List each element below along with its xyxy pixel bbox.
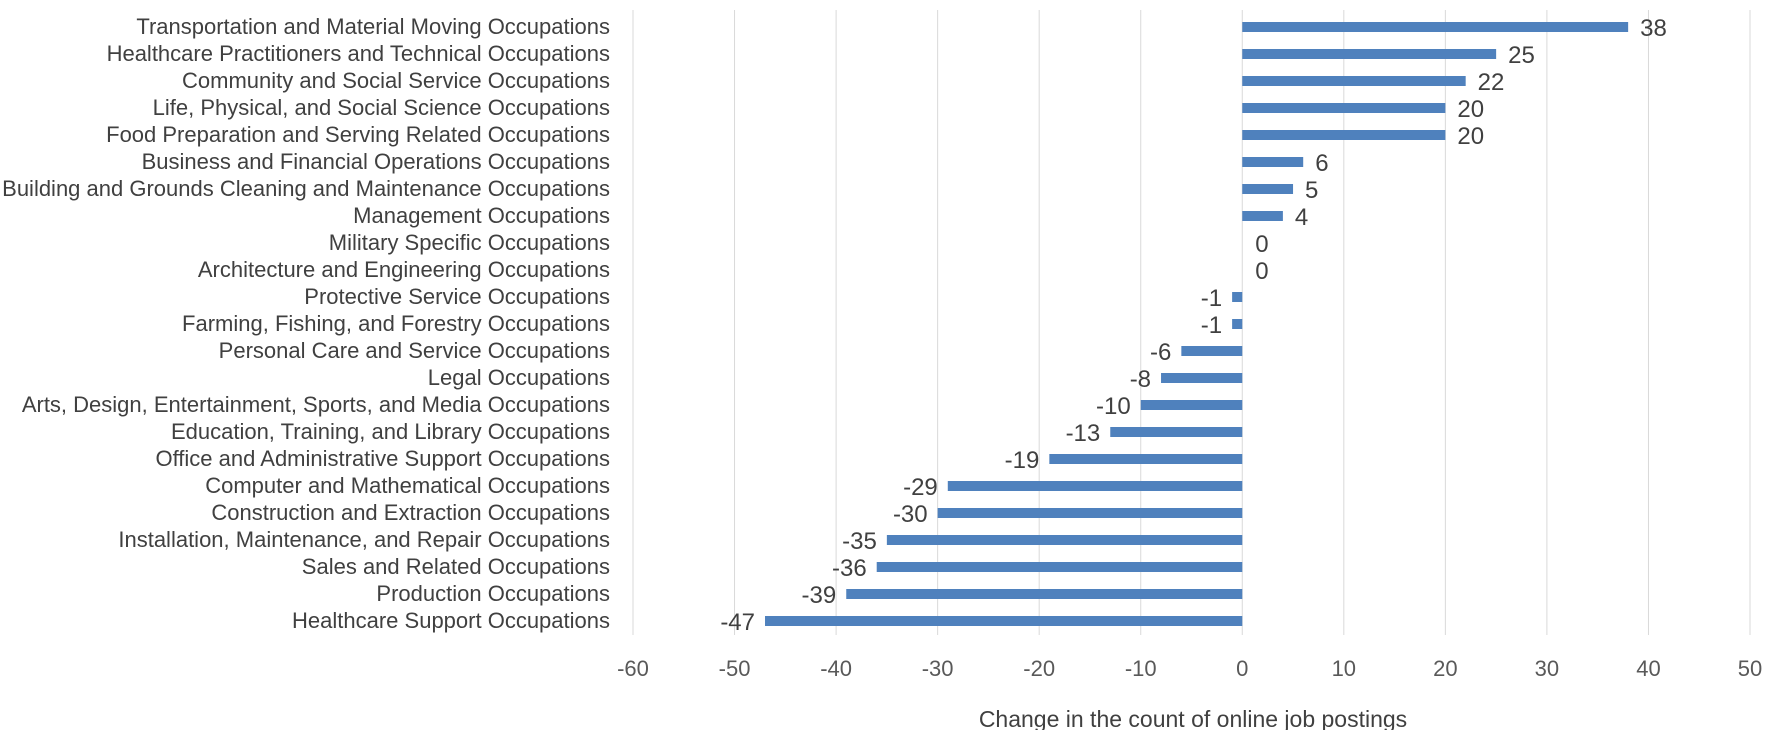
- data-label-0: 38: [1640, 15, 1667, 42]
- bar-17: [947, 481, 1243, 491]
- data-label-10: -1: [1201, 285, 1222, 312]
- category-label-14: Arts, Design, Entertainment, Sports, and…: [22, 392, 610, 417]
- bar-22: [765, 616, 1243, 626]
- bar-13: [1161, 373, 1243, 383]
- bar-19: [886, 535, 1243, 545]
- x-tick-label-7: 10: [1332, 656, 1356, 681]
- category-label-15: Education, Training, and Library Occupat…: [171, 419, 610, 444]
- data-label-11: -1: [1201, 312, 1222, 339]
- x-tick-label-2: -40: [820, 656, 852, 681]
- category-label-7: Management Occupations: [353, 203, 610, 228]
- category-label-8: Military Specific Occupations: [329, 230, 610, 255]
- bar-18: [937, 508, 1243, 518]
- bar-21: [846, 589, 1243, 599]
- bar-15: [1110, 427, 1243, 437]
- data-label-9: 0: [1255, 258, 1268, 285]
- category-label-20: Sales and Related Occupations: [302, 554, 610, 579]
- category-label-21: Production Occupations: [376, 581, 610, 606]
- category-label-3: Life, Physical, and Social Science Occup…: [153, 95, 610, 120]
- data-label-18: -30: [893, 501, 928, 528]
- x-tick-label-10: 40: [1636, 656, 1660, 681]
- category-label-22: Healthcare Support Occupations: [292, 608, 610, 633]
- data-label-12: -6: [1150, 339, 1171, 366]
- data-label-20: -36: [832, 555, 867, 582]
- bar-16: [1049, 454, 1243, 464]
- category-label-9: Architecture and Engineering Occupations: [198, 257, 610, 282]
- data-label-14: -10: [1096, 393, 1131, 420]
- bar-20: [876, 562, 1243, 572]
- bars: [765, 22, 1629, 626]
- category-label-4: Food Preparation and Serving Related Occ…: [106, 122, 610, 147]
- gridlines: [632, 10, 1751, 635]
- data-label-17: -29: [903, 474, 938, 501]
- category-label-6: Building and Grounds Cleaning and Mainte…: [2, 176, 610, 201]
- category-label-18: Construction and Extraction Occupations: [211, 500, 610, 525]
- data-label-19: -35: [842, 528, 877, 555]
- bar-3: [1242, 103, 1446, 113]
- x-tick-label-11: 50: [1738, 656, 1762, 681]
- bar-5: [1242, 157, 1304, 167]
- category-label-11: Farming, Fishing, and Forestry Occupatio…: [182, 311, 610, 336]
- category-label-16: Office and Administrative Support Occupa…: [155, 446, 610, 471]
- x-tick-label-3: -30: [922, 656, 954, 681]
- category-label-5: Business and Financial Operations Occupa…: [142, 149, 610, 174]
- bar-0: [1242, 22, 1629, 32]
- category-label-17: Computer and Mathematical Occupations: [205, 473, 610, 498]
- data-label-15: -13: [1066, 420, 1101, 447]
- data-label-4: 20: [1457, 123, 1484, 150]
- bar-6: [1242, 184, 1294, 194]
- bar-2: [1242, 76, 1466, 86]
- x-tick-label-6: 0: [1236, 656, 1248, 681]
- category-label-2: Community and Social Service Occupations: [182, 68, 610, 93]
- data-label-8: 0: [1255, 231, 1268, 258]
- category-label-10: Protective Service Occupations: [304, 284, 610, 309]
- data-label-22: -47: [720, 609, 755, 636]
- data-label-1: 25: [1508, 42, 1535, 69]
- category-labels: Transportation and Material Moving Occup…: [2, 14, 610, 633]
- data-labels: 382522202065400-1-1-6-8-10-13-19-29-30-3…: [720, 15, 1667, 636]
- x-tick-label-4: -20: [1023, 656, 1055, 681]
- data-label-16: -19: [1005, 447, 1040, 474]
- category-label-13: Legal Occupations: [428, 365, 610, 390]
- data-label-13: -8: [1130, 366, 1151, 393]
- bar-7: [1242, 211, 1283, 221]
- x-tick-label-0: -60: [617, 656, 649, 681]
- data-label-2: 22: [1478, 69, 1505, 96]
- x-tick-label-8: 20: [1433, 656, 1457, 681]
- bar-11: [1232, 319, 1243, 329]
- category-label-12: Personal Care and Service Occupations: [219, 338, 610, 363]
- category-label-1: Healthcare Practitioners and Technical O…: [107, 41, 610, 66]
- data-label-21: -39: [802, 582, 837, 609]
- x-axis-title: Change in the count of online job postin…: [979, 706, 1407, 730]
- x-tick-label-1: -50: [719, 656, 751, 681]
- bar-1: [1242, 49, 1497, 59]
- x-tick-label-9: 30: [1535, 656, 1559, 681]
- data-label-5: 6: [1315, 150, 1328, 177]
- bar-12: [1181, 346, 1243, 356]
- bar-14: [1140, 400, 1243, 410]
- x-tick-label-5: -10: [1125, 656, 1157, 681]
- data-label-3: 20: [1457, 96, 1484, 123]
- bar-4: [1242, 130, 1446, 140]
- bar-10: [1232, 292, 1243, 302]
- x-axis-tick-labels: -60 -50 -40 -30 -20 -10 0 10 20 30 40 50: [617, 656, 1762, 681]
- data-label-7: 4: [1295, 204, 1308, 231]
- data-label-6: 5: [1305, 177, 1318, 204]
- category-label-0: Transportation and Material Moving Occup…: [136, 14, 610, 39]
- category-label-19: Installation, Maintenance, and Repair Oc…: [118, 527, 610, 552]
